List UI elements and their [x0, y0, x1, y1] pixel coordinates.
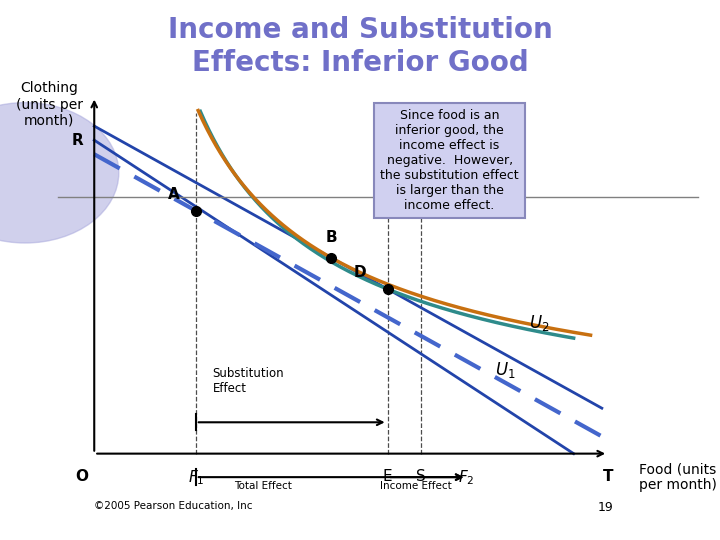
Text: B: B [325, 230, 337, 245]
Text: Total Effect: Total Effect [235, 481, 292, 491]
Text: $F_2$: $F_2$ [458, 469, 474, 487]
Text: Clothing
(units per
month): Clothing (units per month) [16, 82, 83, 128]
Text: Since food is an
inferior good, the
income effect is
negative.  However,
the sub: Since food is an inferior good, the inco… [380, 109, 519, 212]
Text: $U_2$: $U_2$ [528, 313, 549, 333]
Text: O: O [76, 469, 89, 483]
Text: Income Effect: Income Effect [380, 481, 451, 491]
Text: Income and Substitution
Effects: Inferior Good: Income and Substitution Effects: Inferio… [168, 16, 552, 77]
Text: A: A [168, 187, 179, 202]
Text: T: T [603, 469, 613, 483]
Text: 19: 19 [598, 501, 613, 514]
Text: $U_1$: $U_1$ [495, 360, 516, 380]
Text: Food (units
per month): Food (units per month) [639, 462, 717, 492]
Text: R: R [71, 133, 83, 147]
Text: $F_1$: $F_1$ [187, 469, 204, 487]
Text: Substitution
Effect: Substitution Effect [212, 367, 284, 395]
Text: S: S [416, 469, 426, 483]
Text: E: E [383, 469, 392, 483]
Text: ©2005 Pearson Education, Inc: ©2005 Pearson Education, Inc [94, 501, 253, 511]
Text: D: D [354, 265, 366, 280]
